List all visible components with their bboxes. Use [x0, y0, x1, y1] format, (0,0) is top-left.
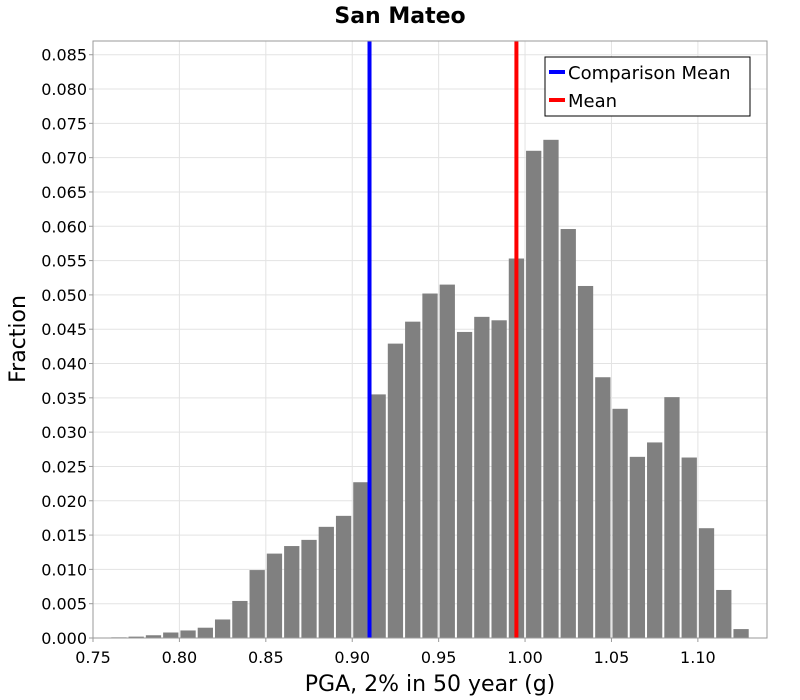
y-tick-label: 0.030: [41, 423, 87, 442]
histogram-bar: [266, 553, 283, 638]
histogram-bar: [249, 570, 265, 638]
histogram-bar: [335, 515, 352, 638]
y-tick-label: 0.010: [41, 560, 87, 579]
x-tick-label: 1.05: [594, 648, 630, 667]
y-tick-label: 0.020: [41, 492, 87, 511]
y-tick-label: 0.085: [41, 46, 87, 65]
x-tick-label: 0.75: [75, 648, 111, 667]
histogram-bar: [491, 320, 507, 638]
y-tick-label: 0.025: [41, 457, 87, 476]
x-tick-label: 1.10: [680, 648, 716, 667]
histogram-bar: [232, 600, 248, 638]
legend: Comparison Mean Mean: [544, 56, 751, 117]
x-axis-label: PGA, 2% in 50 year (g): [305, 672, 556, 697]
histogram-bar: [163, 632, 179, 638]
grid-lines: [92, 41, 767, 639]
y-tick-label: 0.035: [41, 389, 87, 408]
y-tick-label: 0.055: [41, 252, 87, 271]
histogram-bar: [370, 394, 386, 638]
legend-label: Mean: [568, 91, 617, 112]
histogram-bar: [629, 456, 646, 638]
histogram-bar: [387, 343, 404, 638]
histogram-bar: [716, 589, 732, 638]
y-tick-label: 0.060: [41, 217, 87, 236]
histogram-bar: [197, 627, 213, 638]
histogram-bar: [698, 528, 715, 638]
histogram-bar: [318, 526, 334, 638]
histogram-bar: [439, 284, 455, 638]
y-tick-label: 0.080: [41, 80, 87, 99]
histogram-bar: [560, 229, 576, 638]
x-tick-label: 1.00: [507, 648, 543, 667]
x-tick-label: 0.85: [248, 648, 284, 667]
y-tick-label: 0.040: [41, 355, 87, 374]
x-axis-ticks: 0.75 0.80 0.85 0.90 0.95 1.00 1.05 1.10: [75, 638, 716, 667]
y-tick-label: 0.065: [41, 183, 87, 202]
histogram-bar: [405, 321, 421, 638]
histogram-bar: [301, 539, 317, 638]
histogram-bar: [733, 629, 749, 638]
y-tick-label: 0.070: [41, 149, 87, 168]
histogram-bar: [577, 285, 594, 638]
mean-lines: [367, 41, 519, 638]
x-tick-label: 0.80: [162, 648, 198, 667]
y-tick-label: 0.005: [41, 595, 87, 614]
y-tick-label: 0.050: [41, 286, 87, 305]
histogram-bar: [456, 331, 473, 638]
histogram-bar: [543, 139, 559, 639]
chart-title: San Mateo: [334, 4, 465, 29]
histogram-bar: [474, 316, 490, 638]
histogram-bar: [647, 442, 663, 638]
histogram-bar: [595, 377, 611, 638]
histogram-bar: [284, 546, 300, 638]
histogram-bar: [214, 619, 231, 638]
histogram-bar: [664, 397, 680, 638]
y-axis-ticks: 0.000 0.005 0.010 0.015 0.020 0.025 0.030 0.035…: [41, 46, 93, 648]
histogram-bars: [111, 139, 749, 639]
plot-frame: [92, 40, 768, 639]
y-tick-label: 0.015: [41, 526, 87, 545]
histogram-bar: [145, 635, 162, 638]
histogram-bar: [681, 457, 697, 638]
y-tick-label: 0.075: [41, 114, 87, 133]
x-tick-label: 0.95: [421, 648, 457, 667]
x-tick-label: 0.90: [334, 648, 370, 667]
y-tick-label: 0.000: [41, 629, 87, 648]
legend-label: Comparison Mean: [568, 63, 731, 84]
y-tick-label: 0.045: [41, 320, 87, 339]
legend-box: [544, 56, 751, 117]
histogram-bar: [128, 636, 144, 638]
histogram-bar: [353, 482, 369, 638]
histogram-bar: [180, 630, 196, 638]
y-axis-label: Fraction: [6, 295, 31, 383]
histogram-bar: [612, 408, 628, 638]
histogram-bar: [422, 293, 438, 638]
histogram-bar: [526, 150, 542, 639]
